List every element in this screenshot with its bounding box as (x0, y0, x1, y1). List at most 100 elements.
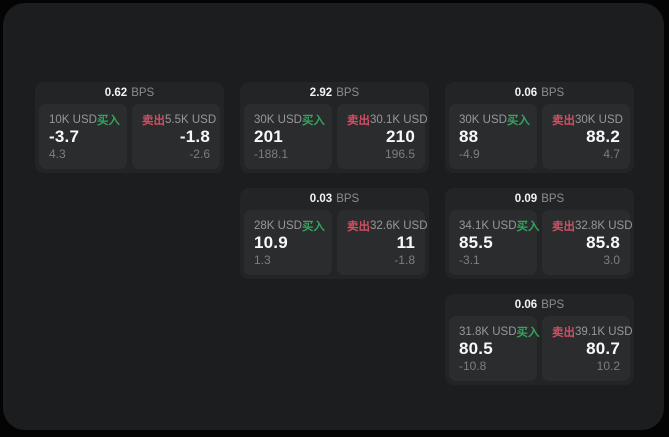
buy-side-label: 买入 (516, 327, 540, 339)
quote-card: 0.06 BPS 31.8K USD 买入 80.5 -10.8 卖出 39.1… (445, 294, 634, 385)
card-body: 30K USD 买入 88 -4.9 卖出 30K USD 88.2 4.7 (445, 104, 634, 173)
bps-value: 0.06 (514, 87, 538, 99)
sell-size: 5.5K USD (165, 114, 217, 126)
buy-size: 30K USD (459, 114, 507, 126)
sell-top-row: 卖出 32.8K USD (552, 218, 633, 234)
buy-top-row: 10K USD 买入 (49, 112, 120, 128)
buy-delta: -3.1 (459, 253, 480, 267)
sell-price: 88.2 (586, 127, 620, 147)
buy-size: 28K USD (254, 220, 302, 232)
bps-unit-label: BPS (131, 87, 155, 99)
buy-price: 88 (459, 127, 479, 147)
bps-value: 0.06 (514, 299, 538, 311)
bps-unit-label: BPS (541, 193, 565, 205)
sell-quote-tile[interactable]: 卖出 32.8K USD 85.8 3.0 (542, 210, 633, 275)
card-body: 10K USD 买入 -3.7 4.3 卖出 5.5K USD -1.8 -2.… (35, 104, 224, 173)
buy-top-row: 30K USD 买入 (459, 112, 530, 128)
buy-top-row: 31.8K USD 买入 (459, 324, 540, 340)
buy-delta: -188.1 (254, 147, 289, 161)
buy-top-row: 34.1K USD 买入 (459, 218, 540, 234)
buy-quote-tile[interactable]: 28K USD 买入 10.9 1.3 (244, 210, 332, 275)
buy-delta: 4.3 (49, 147, 66, 161)
card-body: 31.8K USD 买入 80.5 -10.8 卖出 39.1K USD 80.… (445, 316, 634, 385)
buy-delta: -10.8 (459, 359, 487, 373)
bps-unit-label: BPS (541, 299, 565, 311)
buy-size: 31.8K USD (459, 326, 517, 338)
sell-delta: 196.5 (384, 147, 415, 161)
sell-quote-tile[interactable]: 卖出 39.1K USD 80.7 10.2 (542, 316, 633, 381)
sell-delta: 4.7 (603, 147, 620, 161)
sell-side-label: 卖出 (347, 221, 370, 233)
buy-quote-tile[interactable]: 31.8K USD 买入 80.5 -10.8 (449, 316, 540, 381)
sell-side-label: 卖出 (552, 221, 575, 233)
sell-delta: -1.8 (394, 253, 415, 267)
buy-price: -3.7 (49, 127, 80, 147)
card-header: 0.06 BPS (445, 82, 634, 104)
buy-side-label: 买入 (96, 115, 120, 127)
sell-quote-tile[interactable]: 卖出 5.5K USD -1.8 -2.6 (132, 104, 220, 169)
sell-quote-tile[interactable]: 卖出 30.1K USD 210 196.5 (337, 104, 428, 169)
card-body: 34.1K USD 买入 85.5 -3.1 卖出 32.8K USD 85.8… (445, 210, 634, 279)
buy-quote-tile[interactable]: 30K USD 买入 88 -4.9 (449, 104, 537, 169)
card-body: 28K USD 买入 10.9 1.3 卖出 32.6K USD 11 -1.8 (240, 210, 429, 279)
card-header: 0.03 BPS (240, 188, 429, 210)
buy-quote-tile[interactable]: 30K USD 买入 201 -188.1 (244, 104, 332, 169)
sell-price: 11 (396, 233, 415, 253)
buy-size: 30K USD (254, 114, 302, 126)
sell-top-row: 卖出 5.5K USD (142, 112, 216, 128)
sell-side-label: 卖出 (347, 115, 370, 127)
buy-delta: 1.3 (254, 253, 271, 267)
sell-quote-tile[interactable]: 卖出 32.6K USD 11 -1.8 (337, 210, 428, 275)
sell-price: 210 (386, 127, 415, 147)
sell-top-row: 卖出 30K USD (552, 112, 623, 128)
sell-size: 39.1K USD (575, 326, 633, 338)
sell-size: 30K USD (575, 114, 623, 126)
buy-delta: -4.9 (459, 147, 480, 161)
sell-delta: 3.0 (603, 253, 620, 267)
sell-top-row: 卖出 32.6K USD (347, 218, 428, 234)
quote-card: 0.09 BPS 34.1K USD 买入 85.5 -3.1 卖出 32.8K… (445, 188, 634, 279)
buy-price: 80.5 (459, 339, 493, 359)
buy-side-label: 买入 (516, 221, 540, 233)
buy-side-label: 买入 (506, 115, 530, 127)
bps-value: 0.03 (309, 193, 333, 205)
buy-side-label: 买入 (301, 115, 325, 127)
buy-price: 10.9 (254, 233, 288, 253)
sell-top-row: 卖出 30.1K USD (347, 112, 428, 128)
sell-side-label: 卖出 (552, 115, 575, 127)
buy-quote-tile[interactable]: 10K USD 买入 -3.7 4.3 (39, 104, 127, 169)
bps-value: 0.62 (104, 87, 128, 99)
bps-unit-label: BPS (336, 193, 360, 205)
sell-size: 32.6K USD (370, 220, 428, 232)
sell-price: 85.8 (586, 233, 620, 253)
quotes-grid: 0.62 BPS 10K USD 买入 -3.7 4.3 卖出 5.5K USD… (35, 82, 634, 385)
buy-size: 10K USD (49, 114, 97, 126)
buy-top-row: 28K USD 买入 (254, 218, 325, 234)
sell-delta: -2.6 (189, 147, 210, 161)
bps-value: 0.09 (514, 193, 538, 205)
sell-top-row: 卖出 39.1K USD (552, 324, 633, 340)
sell-side-label: 卖出 (142, 115, 165, 127)
card-header: 0.09 BPS (445, 188, 634, 210)
main-panel: 0.62 BPS 10K USD 买入 -3.7 4.3 卖出 5.5K USD… (3, 3, 664, 430)
sell-price: 80.7 (586, 339, 620, 359)
card-header: 2.92 BPS (240, 82, 429, 104)
buy-top-row: 30K USD 买入 (254, 112, 325, 128)
quote-card: 0.06 BPS 30K USD 买入 88 -4.9 卖出 30K USD 8… (445, 82, 634, 173)
buy-quote-tile[interactable]: 34.1K USD 买入 85.5 -3.1 (449, 210, 540, 275)
buy-size: 34.1K USD (459, 220, 517, 232)
card-body: 30K USD 买入 201 -188.1 卖出 30.1K USD 210 1… (240, 104, 429, 173)
sell-side-label: 卖出 (552, 327, 575, 339)
card-header: 0.06 BPS (445, 294, 634, 316)
sell-quote-tile[interactable]: 卖出 30K USD 88.2 4.7 (542, 104, 630, 169)
bps-value: 2.92 (309, 87, 333, 99)
quote-card: 0.03 BPS 28K USD 买入 10.9 1.3 卖出 32.6K US… (240, 188, 429, 279)
card-header: 0.62 BPS (35, 82, 224, 104)
buy-side-label: 买入 (301, 221, 325, 233)
bps-unit-label: BPS (336, 87, 360, 99)
bps-unit-label: BPS (541, 87, 565, 99)
quote-card: 0.62 BPS 10K USD 买入 -3.7 4.3 卖出 5.5K USD… (35, 82, 224, 173)
quote-card: 2.92 BPS 30K USD 买入 201 -188.1 卖出 30.1K … (240, 82, 429, 173)
sell-size: 30.1K USD (370, 114, 428, 126)
sell-delta: 10.2 (596, 359, 620, 373)
